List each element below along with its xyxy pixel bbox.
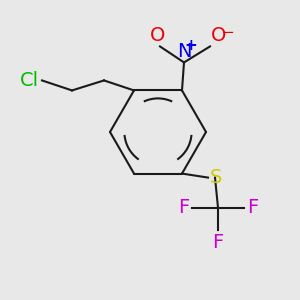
Text: +: + xyxy=(184,38,197,53)
Text: F: F xyxy=(212,232,224,252)
Text: O: O xyxy=(150,26,166,45)
Text: S: S xyxy=(210,168,222,187)
Text: O: O xyxy=(211,26,226,45)
Text: Cl: Cl xyxy=(20,71,39,90)
Text: −: − xyxy=(222,25,234,40)
Text: F: F xyxy=(178,198,189,217)
Text: N: N xyxy=(177,42,191,62)
Text: F: F xyxy=(247,198,258,217)
